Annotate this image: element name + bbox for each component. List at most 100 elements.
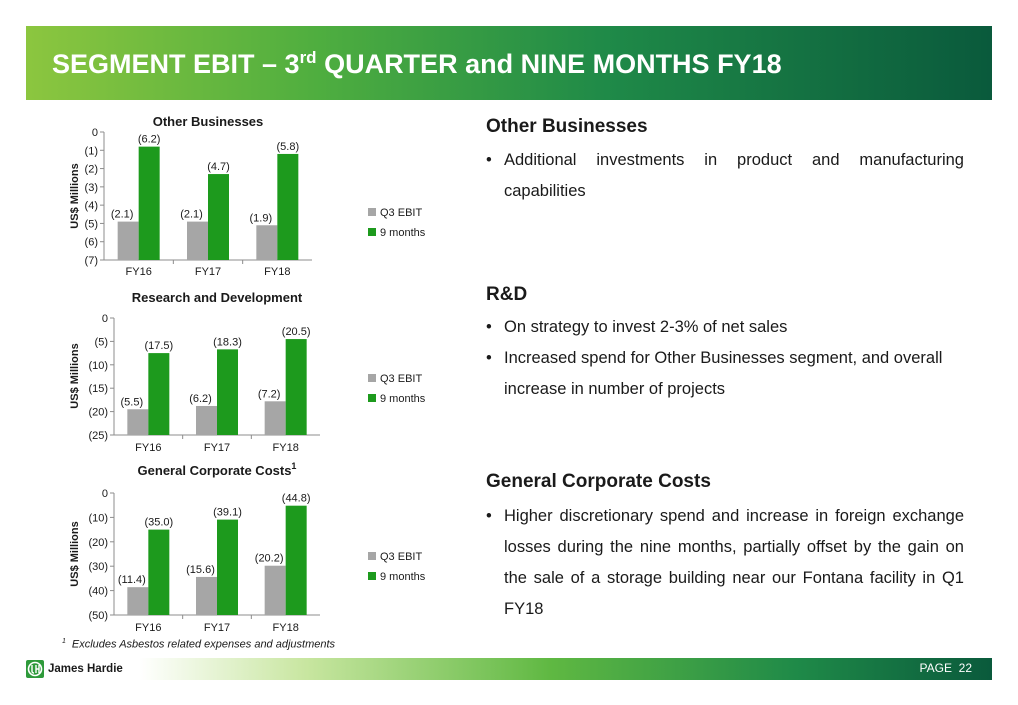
y-tick-label: (20) — [88, 407, 108, 419]
bullets-general-corporate-costs: Higher discretionary spend and increase … — [486, 501, 964, 625]
legend-swatch-q3-ebit — [368, 552, 376, 560]
y-tick-label: (40) — [88, 586, 108, 598]
y-tick-label: 0 — [102, 488, 108, 500]
y-tick-label: (50) — [88, 610, 108, 622]
bullet-item: Increased spend for Other Businesses seg… — [486, 343, 964, 405]
legend-label: Q3 EBIT — [380, 551, 422, 563]
y-axis-label: US$ Millions — [69, 163, 81, 228]
legend-swatch-9-months — [368, 394, 376, 402]
data-label: (11.4) — [118, 574, 146, 586]
footnote: 1 Excludes Asbestos related expenses and … — [62, 638, 335, 651]
bar-9-months — [148, 529, 170, 615]
chart-general-corporate-costs: General Corporate Costs1 US$ Millions 0 (10… — [62, 460, 462, 638]
bar-9-months — [277, 153, 299, 260]
y-tick-label: (6) — [85, 237, 98, 249]
data-label: (18.3) — [213, 336, 242, 348]
footer-bar — [12, 658, 992, 680]
bar-q3-ebit — [127, 587, 149, 615]
y-tick-label: (10) — [88, 360, 108, 372]
x-tick-label: FY18 — [273, 442, 299, 454]
bar-9-months — [217, 519, 238, 615]
legend-swatch-9-months — [368, 228, 376, 236]
company-logo: James Hardie — [26, 660, 123, 678]
bullet-item: On strategy to invest 2-3% of net sales — [486, 312, 964, 343]
bullets-rd: On strategy to invest 2-3% of net sales … — [486, 312, 964, 405]
chart-other-businesses: Other Businesses US$ Millions 0 (1) (2) (3) (4… — [62, 112, 462, 282]
logo-text: James Hardie — [48, 663, 123, 675]
data-label: (5.5) — [121, 396, 144, 408]
data-label: (6.2) — [189, 393, 212, 405]
x-tick-label: FY17 — [195, 266, 221, 278]
y-axis-label: US$ Millions — [69, 343, 81, 408]
data-label: (17.5) — [144, 340, 173, 352]
bar-q3-ebit — [127, 409, 149, 435]
legend-swatch-9-months — [368, 572, 376, 580]
chart-title-footnote-marker: 1 — [291, 461, 296, 471]
page-label: PAGE — [919, 661, 952, 675]
legend-label: Q3 EBIT — [380, 207, 422, 219]
legend-label: Q3 EBIT — [380, 373, 422, 385]
data-label: (2.1) — [180, 209, 203, 221]
legend-label: 9 months — [380, 393, 426, 405]
y-tick-label: (5) — [95, 336, 108, 348]
bar-q3-ebit — [264, 401, 286, 435]
bar-q3-ebit — [196, 576, 217, 615]
data-label: (5.8) — [277, 141, 300, 153]
data-label: (1.9) — [250, 212, 273, 224]
bar-9-months — [208, 174, 229, 260]
chart-svg: Research and Development US$ Millions 0 (5)… — [69, 290, 426, 454]
bullet-item: Additional investments in product and ma… — [486, 145, 964, 207]
data-label: (39.1) — [213, 507, 242, 519]
bar-9-months — [148, 353, 170, 435]
data-label: (4.7) — [207, 161, 230, 173]
legend-label: 9 months — [380, 571, 426, 583]
y-tick-label: (1) — [85, 145, 98, 157]
bar-9-months — [138, 146, 160, 260]
bullet-item: Higher discretionary spend and increase … — [486, 501, 964, 625]
data-label: (35.0) — [144, 517, 173, 529]
y-tick-label: (3) — [85, 182, 98, 194]
x-tick-label: FY16 — [126, 266, 152, 278]
title-banner — [26, 26, 992, 100]
page-title: SEGMENT EBIT – 3rd QUARTER and NINE MONT… — [52, 48, 782, 79]
bar-q3-ebit — [256, 225, 278, 260]
bar-q3-ebit — [264, 565, 286, 615]
bullets-other-businesses: Additional investments in product and ma… — [486, 145, 964, 207]
legend-swatch-q3-ebit — [368, 374, 376, 382]
x-tick-label: FY18 — [273, 622, 299, 634]
y-tick-label: (30) — [88, 561, 108, 573]
chart-title: Other Businesses — [153, 114, 264, 129]
chart-title: General Corporate Costs1 — [138, 461, 297, 478]
bar-9-months — [217, 349, 238, 435]
page-number: PAGE 22 — [920, 661, 973, 675]
data-label: (6.2) — [138, 134, 161, 146]
legend-swatch-q3-ebit — [368, 208, 376, 216]
heading-rd: R&D — [486, 284, 528, 305]
footnote-marker: 1 — [62, 638, 66, 645]
y-tick-label: (7) — [85, 255, 98, 267]
x-tick-label: FY17 — [204, 442, 230, 454]
chart-title: Research and Development — [132, 290, 303, 305]
y-tick-label: 0 — [92, 127, 98, 139]
bar-q3-ebit — [196, 405, 217, 435]
chart-research-development: Research and Development US$ Millions 0 (5)… — [62, 286, 462, 458]
legend-label: 9 months — [380, 227, 426, 239]
y-tick-label: (20) — [88, 537, 108, 549]
footnote-text: Excludes Asbestos related expenses and a… — [71, 638, 336, 651]
bar-q3-ebit — [187, 221, 208, 260]
y-tick-label: (5) — [85, 218, 98, 230]
y-tick-label: (15) — [88, 383, 108, 395]
y-tick-label: (25) — [88, 430, 108, 442]
data-label: (44.8) — [282, 493, 311, 505]
bar-9-months — [285, 505, 307, 615]
chart-svg: Other Businesses US$ Millions 0 (1) (2) (3) (4… — [69, 114, 426, 278]
bar-q3-ebit — [117, 221, 139, 260]
y-tick-label: 0 — [102, 313, 108, 325]
bar-9-months — [285, 339, 307, 435]
data-label: (7.2) — [258, 388, 281, 400]
page-number-value: 22 — [958, 661, 972, 675]
data-label: (20.5) — [282, 326, 311, 338]
y-axis-label: US$ Millions — [69, 521, 81, 586]
data-label: (15.6) — [186, 564, 215, 576]
data-label: (20.2) — [255, 553, 284, 565]
